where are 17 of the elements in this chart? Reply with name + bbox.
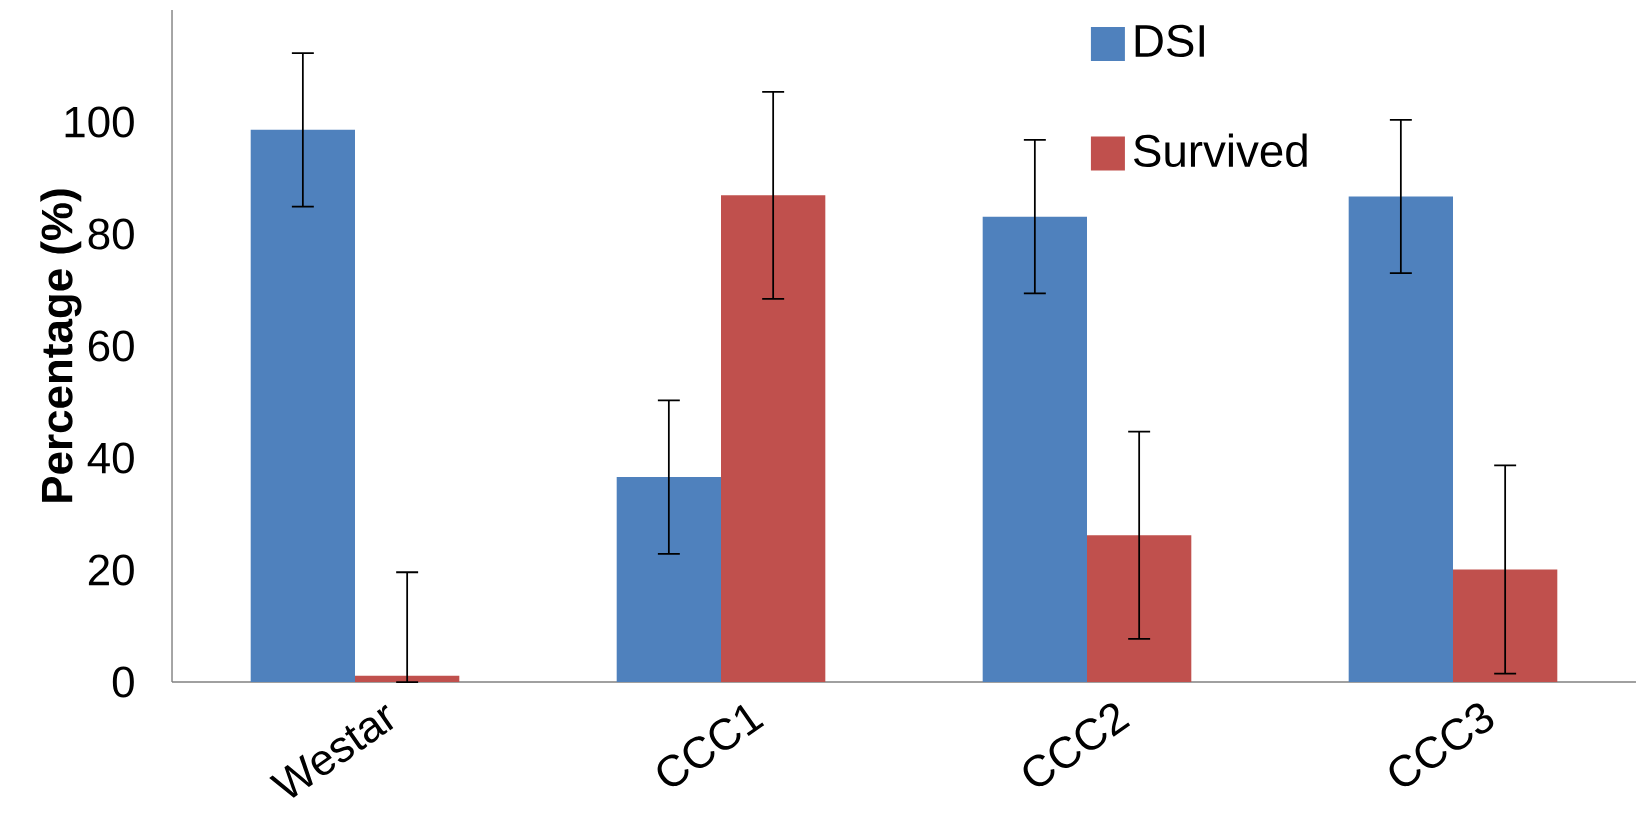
legend-label: Survived <box>1134 133 1307 168</box>
y-axis-title: Percentage (%) <box>40 189 82 502</box>
y-tick-label: 60 <box>88 330 134 362</box>
y-tick-label: 0 <box>112 666 134 698</box>
bar <box>982 216 1087 683</box>
y-tick-label: 100 <box>65 106 134 138</box>
bar <box>1087 535 1192 683</box>
y-tick-label: 40 <box>87 442 134 474</box>
bar <box>721 195 826 683</box>
bar <box>250 129 355 683</box>
bar <box>616 477 721 683</box>
bar <box>355 675 460 683</box>
legend-label: DSI <box>1135 24 1204 58</box>
y-tick-label: 20 <box>88 554 134 586</box>
bar <box>1348 196 1453 683</box>
y-tick-label: 80 <box>88 218 134 250</box>
bar <box>1453 569 1558 683</box>
